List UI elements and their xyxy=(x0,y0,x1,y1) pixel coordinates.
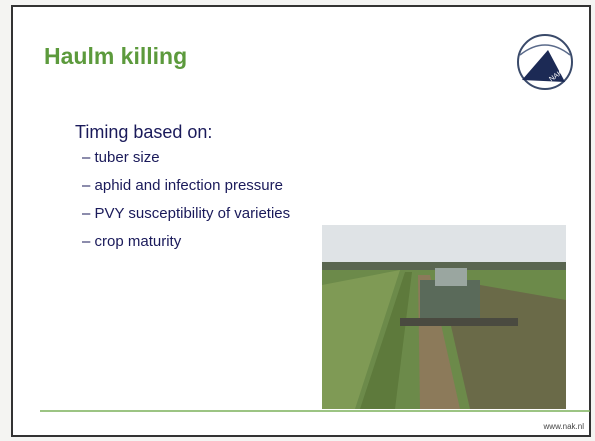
logo-triangle xyxy=(522,50,565,82)
bullet-list: – tuber size – aphid and infection pressu… xyxy=(82,149,290,250)
photo-rows xyxy=(322,270,400,409)
slide-title: Haulm killing xyxy=(44,43,187,69)
photo-implement xyxy=(400,318,518,326)
bullet: – PVY susceptibility of varieties xyxy=(82,205,290,222)
logo-arc xyxy=(519,44,571,56)
photo-treeline xyxy=(322,262,566,270)
bullet: – tuber size xyxy=(82,149,160,166)
bullet: – aphid and infection pressure xyxy=(82,177,283,194)
photo xyxy=(322,225,566,409)
footer-url: www.nak.nl xyxy=(543,422,585,431)
logo: NAK xyxy=(517,34,573,90)
photo-rows xyxy=(360,272,412,409)
heading: Timing based on: xyxy=(75,122,212,142)
bullet: – crop maturity xyxy=(82,233,182,250)
photo-tractor xyxy=(420,280,480,320)
photo-sky xyxy=(322,225,566,265)
photo-cab xyxy=(435,268,467,286)
